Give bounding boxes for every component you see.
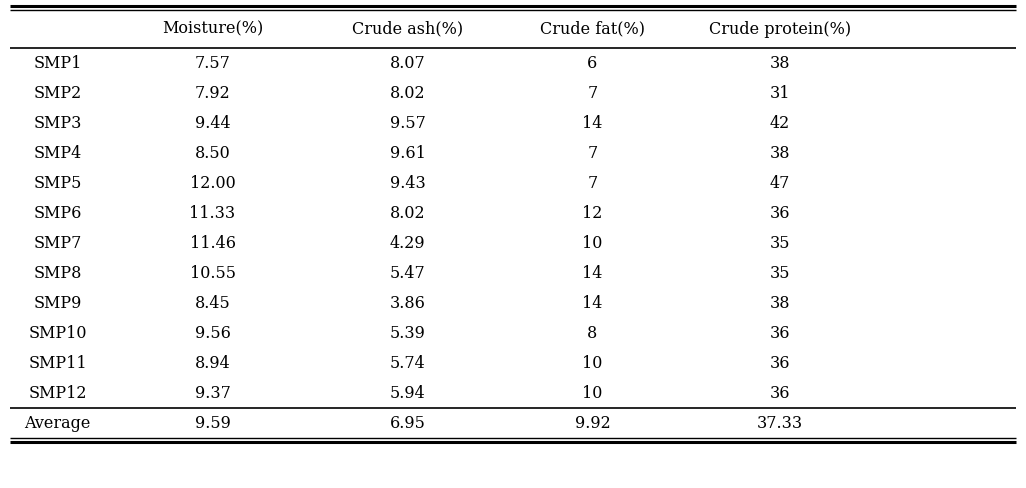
Text: Crude protein(%): Crude protein(%) (709, 20, 851, 38)
Text: 35: 35 (770, 235, 790, 251)
Text: SMP12: SMP12 (29, 385, 87, 402)
Text: 10: 10 (583, 354, 602, 371)
Text: 4.29: 4.29 (390, 235, 426, 251)
Text: 7: 7 (587, 84, 597, 102)
Text: SMP5: SMP5 (33, 175, 82, 191)
Text: 5.39: 5.39 (390, 325, 426, 342)
Text: 5.94: 5.94 (390, 385, 426, 402)
Text: 42: 42 (770, 115, 790, 131)
Text: 5.74: 5.74 (390, 354, 426, 371)
Text: SMP7: SMP7 (33, 235, 82, 251)
Text: 8.02: 8.02 (390, 84, 426, 102)
Text: 9.43: 9.43 (390, 175, 426, 191)
Text: 47: 47 (770, 175, 790, 191)
Text: 14: 14 (583, 264, 602, 282)
Text: SMP4: SMP4 (34, 144, 82, 162)
Text: 31: 31 (770, 84, 790, 102)
Text: 35: 35 (770, 264, 790, 282)
Text: SMP11: SMP11 (28, 354, 87, 371)
Text: 5.47: 5.47 (390, 264, 426, 282)
Text: 9.61: 9.61 (390, 144, 426, 162)
Text: 36: 36 (770, 204, 790, 222)
Text: 12: 12 (583, 204, 602, 222)
Text: 11.33: 11.33 (190, 204, 236, 222)
Text: 8.07: 8.07 (390, 55, 426, 72)
Text: SMP10: SMP10 (29, 325, 87, 342)
Text: 7: 7 (587, 175, 597, 191)
Text: 38: 38 (770, 294, 790, 311)
Text: SMP3: SMP3 (33, 115, 82, 131)
Text: 7.57: 7.57 (195, 55, 231, 72)
Text: 14: 14 (583, 115, 602, 131)
Text: 8.45: 8.45 (195, 294, 231, 311)
Text: 8.94: 8.94 (195, 354, 231, 371)
Text: 8.50: 8.50 (195, 144, 231, 162)
Text: 14: 14 (583, 294, 602, 311)
Text: 10: 10 (583, 235, 602, 251)
Text: SMP8: SMP8 (33, 264, 82, 282)
Text: 10.55: 10.55 (190, 264, 236, 282)
Text: SMP2: SMP2 (34, 84, 82, 102)
Text: 37.33: 37.33 (757, 414, 803, 431)
Text: Crude ash(%): Crude ash(%) (352, 20, 463, 38)
Text: 38: 38 (770, 55, 790, 72)
Text: 9.59: 9.59 (195, 414, 231, 431)
Text: 9.56: 9.56 (195, 325, 231, 342)
Text: 6: 6 (587, 55, 597, 72)
Text: 3.86: 3.86 (390, 294, 426, 311)
Text: 38: 38 (770, 144, 790, 162)
Text: 10: 10 (583, 385, 602, 402)
Text: 9.44: 9.44 (195, 115, 230, 131)
Text: 12.00: 12.00 (190, 175, 235, 191)
Text: Crude fat(%): Crude fat(%) (540, 20, 645, 38)
Text: 8: 8 (587, 325, 597, 342)
Text: 8.02: 8.02 (390, 204, 426, 222)
Text: 9.37: 9.37 (195, 385, 231, 402)
Text: 7.92: 7.92 (195, 84, 231, 102)
Text: 9.57: 9.57 (390, 115, 426, 131)
Text: 7: 7 (587, 144, 597, 162)
Text: SMP6: SMP6 (33, 204, 82, 222)
Text: Average: Average (25, 414, 90, 431)
Text: 36: 36 (770, 354, 790, 371)
Text: 36: 36 (770, 385, 790, 402)
Text: SMP1: SMP1 (33, 55, 82, 72)
Text: 6.95: 6.95 (390, 414, 426, 431)
Text: 36: 36 (770, 325, 790, 342)
Text: Moisture(%): Moisture(%) (162, 20, 263, 38)
Text: 11.46: 11.46 (190, 235, 236, 251)
Text: SMP9: SMP9 (33, 294, 82, 311)
Text: 9.92: 9.92 (575, 414, 610, 431)
